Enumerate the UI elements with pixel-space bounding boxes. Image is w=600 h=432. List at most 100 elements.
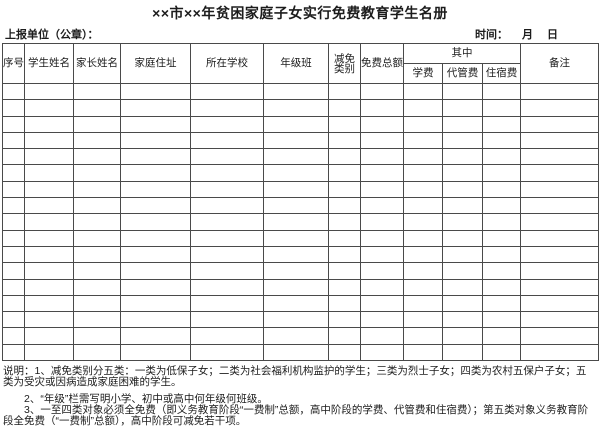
empty-cell: [520, 131, 600, 150]
empty-cell: [520, 180, 600, 199]
table-row: [2, 213, 600, 231]
table-row: [2, 197, 600, 215]
table-row: [2, 229, 600, 247]
empty-cell: [73, 278, 121, 296]
empty-cell: [120, 262, 191, 280]
empty-cell: [520, 343, 600, 362]
table-row: [2, 99, 600, 117]
empty-cell: [481, 294, 522, 313]
empty-cell: [2, 180, 25, 199]
empty-cell: [120, 311, 191, 329]
empty-cell: [24, 245, 74, 264]
roster-table-header: 序号 学生姓名 家长姓名 家庭住址 所在学校 年级班 减免 类别 免费总额 其中…: [2, 43, 600, 84]
empty-cell: [190, 294, 264, 313]
empty-cell: [328, 229, 361, 247]
empty-cell: [263, 229, 329, 247]
month-label: 月: [522, 28, 533, 41]
empty-cell: [403, 131, 443, 150]
table-row: [2, 148, 600, 166]
col-header-remarks: 备注: [520, 43, 600, 84]
empty-cell: [190, 327, 264, 345]
empty-cell: [2, 131, 25, 150]
empty-cell: [360, 99, 404, 117]
empty-cell: [73, 213, 121, 231]
table-row: [2, 294, 600, 313]
empty-cell: [481, 115, 522, 133]
empty-cell: [520, 164, 600, 182]
empty-cell: [360, 213, 404, 231]
empty-cell: [520, 115, 600, 133]
empty-cell: [481, 262, 522, 280]
empty-cell: [403, 180, 443, 199]
empty-cell: [190, 180, 264, 199]
empty-cell: [24, 327, 74, 345]
empty-cell: [481, 311, 522, 329]
empty-cell: [481, 343, 522, 362]
col-header-among-which: 其中: [402, 43, 522, 64]
empty-cell: [328, 197, 361, 215]
empty-cell: [24, 131, 74, 150]
empty-cell: [442, 148, 483, 166]
empty-cell: [190, 99, 264, 117]
empty-cell: [263, 278, 329, 296]
empty-cell: [24, 343, 74, 362]
empty-cell: [263, 327, 329, 345]
empty-cell: [481, 245, 522, 264]
empty-cell: [481, 99, 522, 117]
empty-cell: [24, 213, 74, 231]
empty-cell: [120, 327, 191, 345]
empty-cell: [263, 82, 329, 101]
empty-cell: [73, 327, 121, 345]
empty-cell: [328, 131, 361, 150]
empty-cell: [120, 278, 191, 296]
empty-cell: [520, 311, 600, 329]
empty-cell: [442, 327, 483, 345]
empty-cell: [360, 148, 404, 166]
empty-cell: [442, 213, 483, 231]
col-header-agency-fee: 代管费: [442, 63, 483, 84]
empty-cell: [24, 164, 74, 182]
empty-cell: [520, 99, 600, 117]
empty-cell: [328, 278, 361, 296]
empty-cell: [190, 115, 264, 133]
col-header-home-address: 家庭住址: [120, 43, 191, 84]
empty-cell: [360, 343, 404, 362]
empty-cell: [2, 262, 25, 280]
empty-cell: [24, 197, 74, 215]
empty-cell: [2, 148, 25, 166]
empty-cell: [190, 343, 264, 362]
empty-cell: [263, 99, 329, 117]
empty-cell: [442, 262, 483, 280]
empty-cell: [360, 245, 404, 264]
table-row: [2, 82, 600, 101]
empty-cell: [73, 115, 121, 133]
note-line-3: 3、一至四类对象必须全免费（即义务教育阶段“一费制”总额，高中阶段的学费、代管费…: [3, 404, 589, 428]
empty-cell: [328, 327, 361, 345]
note-line-2: 2、“年级”栏需写明小学、初中或高中何年级何班级。: [24, 393, 268, 406]
note-line-1: 说明：1、减免类别分五类：一类为低保子女；二类为社会福利机构监护的学生；三类为烈…: [3, 365, 587, 389]
empty-cell: [263, 343, 329, 362]
empty-cell: [481, 180, 522, 199]
empty-cell: [263, 311, 329, 329]
empty-cell: [328, 245, 361, 264]
empty-cell: [24, 229, 74, 247]
empty-cell: [520, 229, 600, 247]
empty-cell: [520, 278, 600, 296]
empty-cell: [403, 311, 443, 329]
empty-cell: [263, 131, 329, 150]
table-row: [2, 278, 600, 296]
empty-cell: [263, 262, 329, 280]
empty-cell: [403, 229, 443, 247]
empty-cell: [263, 213, 329, 231]
empty-cell: [190, 82, 264, 101]
empty-cell: [73, 245, 121, 264]
empty-cell: [2, 82, 25, 101]
table-row: [2, 115, 600, 133]
empty-cell: [360, 82, 404, 101]
empty-cell: [120, 213, 191, 231]
empty-cell: [328, 99, 361, 117]
empty-cell: [403, 245, 443, 264]
roster-table-body: [2, 82, 600, 362]
empty-cell: [360, 180, 404, 199]
empty-cell: [73, 99, 121, 117]
